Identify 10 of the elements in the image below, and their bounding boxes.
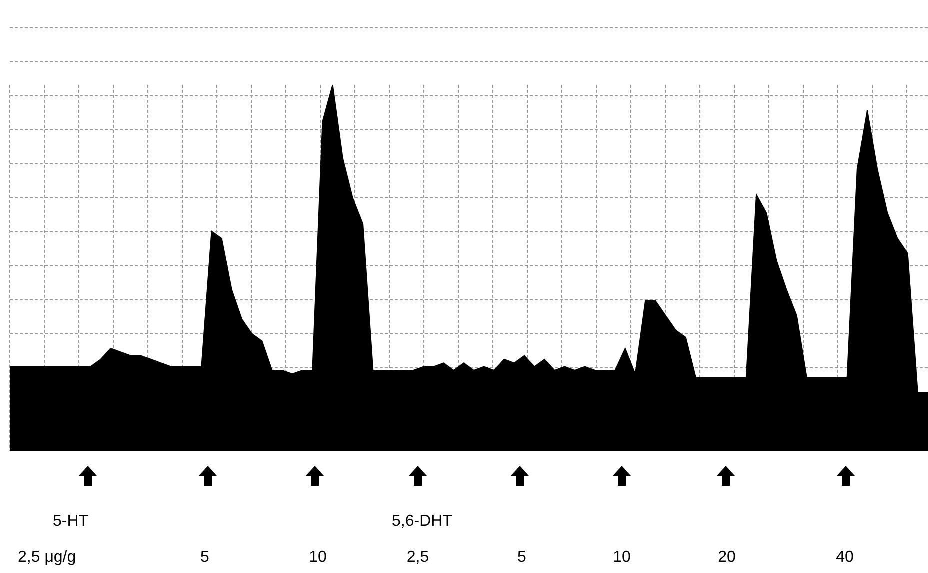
text: 10: [613, 549, 631, 566]
text: 5: [200, 549, 210, 566]
text: 5-HT: [53, 513, 89, 530]
text: 2,5 μg/g: [18, 549, 76, 566]
text: 20: [718, 549, 736, 566]
text: 40: [836, 549, 854, 566]
text: 5: [518, 549, 527, 566]
text: 5,6-DHT: [392, 513, 453, 530]
text: 2,5: [406, 549, 430, 566]
text: 10: [309, 549, 327, 566]
